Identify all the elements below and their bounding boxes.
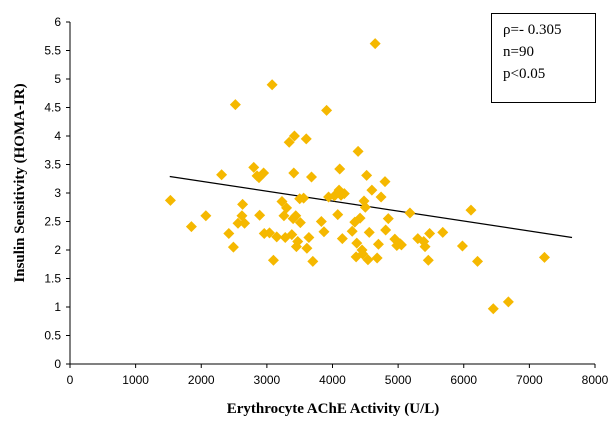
- data-point: [216, 169, 228, 181]
- stats-p: p<0.05: [503, 66, 546, 82]
- data-point: [422, 254, 434, 266]
- y-tick-label: 1: [54, 300, 61, 314]
- data-point: [288, 167, 300, 179]
- data-point: [352, 145, 364, 157]
- data-point: [437, 226, 449, 238]
- data-point: [237, 198, 249, 210]
- data-point: [294, 217, 306, 229]
- data-point: [300, 133, 312, 145]
- stats-n: n=90: [503, 44, 534, 60]
- data-point: [363, 226, 375, 238]
- y-tick-label: 6: [54, 15, 61, 29]
- trendline: [169, 175, 573, 239]
- data-point: [267, 254, 279, 266]
- y-tick-label: 1.5: [44, 272, 61, 286]
- x-tick-label: 8000: [582, 373, 609, 387]
- trendline-group: [169, 175, 573, 239]
- data-point: [366, 184, 378, 196]
- data-point: [318, 226, 330, 238]
- data-point: [301, 242, 313, 254]
- data-point: [307, 255, 319, 267]
- y-tick-label: 3.5: [44, 158, 61, 172]
- data-point: [502, 296, 514, 308]
- data-point: [248, 161, 260, 173]
- data-point: [346, 225, 358, 237]
- data-point: [315, 216, 327, 227]
- y-axis-title: Insulin Sensitivity (HOMA-IR): [12, 83, 28, 282]
- x-tick-label: 3000: [254, 373, 281, 387]
- stats-annotation-box: ρ=- 0.305 n=90 p<0.05: [491, 13, 596, 103]
- data-point: [223, 227, 235, 239]
- data-point: [419, 241, 431, 253]
- data-point: [369, 38, 381, 50]
- data-point: [303, 231, 315, 243]
- data-point: [332, 209, 344, 221]
- data-point: [487, 303, 499, 315]
- data-point: [472, 255, 484, 267]
- data-point: [164, 194, 176, 206]
- y-tick-label: 2.5: [44, 215, 61, 229]
- data-point: [380, 224, 392, 236]
- y-tick-label: 0.5: [44, 329, 61, 343]
- stats-rho: ρ=- 0.305: [503, 22, 562, 38]
- data-point: [334, 163, 346, 175]
- data-point: [229, 99, 241, 111]
- y-tick-label: 4: [54, 129, 61, 143]
- data-point: [359, 201, 371, 213]
- data-points: [164, 38, 550, 315]
- data-point: [298, 192, 310, 204]
- y-tick-label: 2: [54, 243, 61, 257]
- y-tick-label: 0: [54, 357, 61, 371]
- data-point: [321, 104, 333, 116]
- data-point: [185, 221, 197, 233]
- data-point: [336, 233, 348, 245]
- data-point: [375, 191, 387, 203]
- data-point: [456, 240, 468, 252]
- axes: 0 0.5 1 1.5 2 2.5 3 3.5 4 4.5 5 5.5 6 0 1000 2000 3000 40…: [44, 15, 608, 387]
- data-point: [404, 207, 416, 219]
- data-point: [281, 202, 293, 214]
- x-tick-label: 7000: [516, 373, 543, 387]
- data-point: [227, 241, 239, 253]
- data-point: [306, 171, 317, 183]
- data-point: [264, 227, 275, 239]
- y-tick-label: 5: [54, 72, 61, 86]
- x-tick-label: 5000: [385, 373, 412, 387]
- data-point: [232, 217, 244, 229]
- x-axis-title: Erythrocyte AChE Activity (U/L): [227, 401, 440, 417]
- data-point: [362, 254, 374, 266]
- data-point: [372, 238, 384, 250]
- data-point: [379, 176, 391, 188]
- y-tick-label: 4.5: [44, 101, 61, 115]
- data-point: [286, 229, 298, 241]
- data-point: [292, 235, 304, 247]
- x-tick-label: 1000: [122, 373, 149, 387]
- x-tick-label: 6000: [450, 373, 477, 387]
- data-point: [424, 227, 436, 239]
- data-point: [200, 210, 212, 222]
- x-tick-label: 0: [67, 373, 74, 387]
- data-point: [271, 231, 283, 243]
- data-point: [465, 204, 477, 216]
- data-point: [382, 213, 394, 225]
- data-point: [239, 217, 251, 229]
- data-point: [290, 210, 302, 222]
- data-point: [288, 130, 300, 142]
- data-point: [354, 212, 366, 224]
- data-point: [538, 251, 550, 263]
- data-point: [266, 79, 278, 91]
- data-point: [395, 239, 407, 251]
- x-tick-label: 2000: [188, 373, 215, 387]
- data-point: [361, 169, 373, 181]
- data-point: [338, 188, 350, 200]
- y-tick-label: 3: [54, 186, 61, 200]
- data-point: [351, 237, 363, 249]
- data-point: [283, 136, 295, 148]
- x-tick-label: 4000: [319, 373, 346, 387]
- y-tick-label: 5.5: [44, 44, 61, 58]
- data-point: [254, 209, 266, 221]
- data-point: [258, 167, 270, 179]
- data-point: [371, 252, 383, 264]
